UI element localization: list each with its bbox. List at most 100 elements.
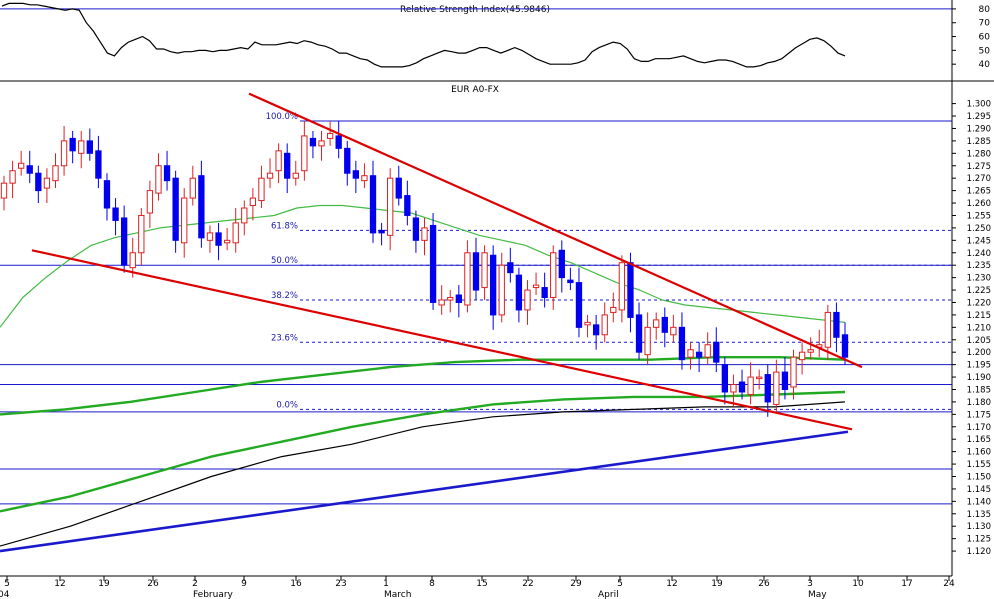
price-tick-label: 1.230	[967, 274, 991, 284]
candle-body	[447, 297, 454, 301]
candle-body	[35, 172, 42, 192]
candle-body	[18, 162, 25, 169]
candle-body	[387, 177, 394, 236]
price-tick-label: 1.210	[967, 323, 991, 333]
fibonacci-label: 0.0%	[276, 400, 298, 410]
candle-body	[309, 137, 317, 147]
x-month-label: April	[598, 590, 619, 599]
x-tick-label: 9	[241, 579, 247, 589]
candle-body	[120, 217, 128, 266]
price-tick-label: 1.200	[967, 348, 991, 358]
x-tick-label: 19	[711, 579, 723, 589]
candle-body	[610, 306, 617, 313]
candle-body	[189, 177, 196, 199]
candle-body	[206, 232, 214, 241]
price-tick-label: 1.185	[967, 385, 991, 395]
price-panel: EUR A0-FX 100.0% 61.8% 50.0% 38.2% 23.6% 0.0%	[0, 85, 952, 553]
price-tick-label: 1.235	[967, 261, 991, 271]
candle-body	[429, 224, 437, 303]
candle-body	[138, 214, 145, 254]
x-tick-label: 29	[570, 579, 582, 589]
candle-body	[524, 289, 531, 311]
rsi-tick-label: 70	[979, 19, 991, 29]
x-tick-label: 17	[901, 579, 912, 589]
candle-body	[86, 140, 93, 154]
candle-body	[738, 381, 746, 393]
candle-body	[129, 252, 136, 269]
candle-body	[627, 262, 634, 318]
candle-body	[172, 177, 179, 241]
rsi-axis: 40 50 60 70 80	[952, 5, 990, 70]
price-tick-label: 1.135	[967, 510, 991, 520]
candle-body	[335, 135, 342, 149]
candle-body	[507, 262, 514, 274]
moving-average-black-line	[0, 401, 846, 547]
price-tick-label: 1.280	[967, 149, 991, 159]
price-tick-label: 1.155	[967, 460, 991, 470]
price-tick-label: 1.195	[967, 361, 991, 371]
candle-body	[292, 172, 299, 179]
rsi-tick-label: 60	[979, 33, 991, 43]
candle-body	[318, 140, 325, 147]
candle-body	[567, 279, 574, 284]
x-tick-label: 19	[98, 579, 110, 589]
candle-body	[678, 326, 686, 361]
price-tick-label: 1.130	[967, 522, 991, 532]
candle-body	[584, 321, 591, 326]
candle-body	[241, 207, 248, 224]
candle-body	[833, 311, 840, 338]
candle-body	[266, 172, 274, 179]
candle-body	[344, 147, 351, 174]
candle-body	[575, 282, 583, 328]
price-tick-label: 1.165	[967, 435, 991, 445]
rsi-line	[1, 2, 846, 68]
trendline-long-term-support	[0, 430, 849, 553]
price-tick-label: 1.220	[967, 298, 991, 308]
candle-body	[223, 239, 231, 244]
candle-body	[464, 252, 471, 306]
price-tick-label: 1.255	[967, 211, 991, 221]
candle-body	[532, 284, 540, 289]
price-tick-label: 1.175	[967, 410, 991, 420]
price-tick-label: 1.120	[967, 547, 991, 557]
candle-body	[0, 182, 8, 199]
x-tick-label: 12	[666, 579, 677, 589]
candle-body	[644, 326, 651, 356]
candle-body	[653, 319, 660, 328]
price-tick-label: 1.245	[967, 236, 991, 246]
price-tick-label: 1.265	[967, 187, 991, 197]
candle-body	[258, 177, 265, 202]
candle-body	[395, 177, 402, 199]
price-tick-label: 1.125	[967, 535, 991, 545]
price-tick-label: 1.225	[967, 286, 991, 296]
candle-body	[687, 349, 694, 358]
candle-body	[601, 314, 608, 336]
candle-body	[103, 180, 111, 209]
fibonacci-label: 100.0%	[266, 112, 298, 122]
candle-body	[695, 351, 703, 358]
candle-body	[713, 341, 720, 363]
candle-body	[438, 299, 445, 306]
candle-body	[95, 150, 102, 179]
price-title: EUR A0-FX	[451, 85, 499, 95]
x-tick-label: 24	[943, 579, 955, 589]
x-tick-label: 26	[758, 579, 770, 589]
candle-body	[352, 170, 360, 179]
candle-body	[558, 249, 565, 279]
candle-body	[790, 356, 797, 388]
price-tick-label: 1.260	[967, 199, 991, 209]
candle-body	[841, 334, 849, 358]
candle-body	[9, 170, 16, 184]
price-tick-label: 1.270	[967, 174, 991, 184]
candle-body	[26, 165, 33, 174]
price-tick-label: 1.180	[967, 398, 991, 408]
candle-body	[798, 351, 806, 361]
x-month-label: February	[193, 590, 234, 599]
candle-body	[215, 232, 222, 246]
candle-body	[249, 197, 257, 207]
candle-body	[369, 175, 377, 234]
price-tick-label: 1.240	[967, 249, 991, 259]
candle-body	[824, 311, 831, 348]
